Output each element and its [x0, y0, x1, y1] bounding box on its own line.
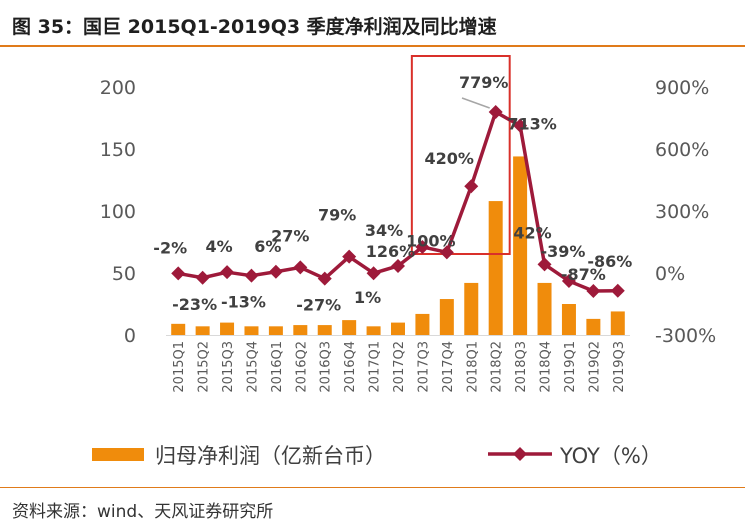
yoy-data-label: 420%: [425, 149, 474, 168]
source-divider: [0, 487, 745, 488]
yoy-marker-2017Q2: [391, 258, 405, 273]
yoy-marker-2017Q4: [439, 245, 454, 260]
x-axis-tick-label: 2019Q3: [612, 341, 627, 393]
right-axis-tick-label: 0%: [655, 263, 685, 285]
yoy-data-label: 1%: [354, 288, 381, 307]
yoy-marker-2019Q1: [561, 274, 576, 289]
yoy-marker-2017Q3: [415, 239, 430, 254]
bar-2017Q2: [391, 322, 405, 335]
yoy-marker-2016Q4: [342, 249, 357, 264]
x-axis-tick-label: 2017Q3: [416, 341, 431, 393]
yoy-data-label: -13%: [221, 293, 266, 312]
highlight-box: [410, 55, 511, 255]
bar-2016Q2: [293, 325, 308, 335]
bar-2015Q3: [220, 322, 235, 335]
yoy-marker-2017Q1: [366, 266, 381, 281]
left-axis-tick-label: 200: [100, 77, 136, 99]
x-axis-tick-label: 2018Q2: [490, 341, 505, 393]
yoy-marker-2015Q1: [171, 266, 186, 281]
title-bar: 图 35：国巨 2015Q1-2019Q3 季度净利润及同比增速: [0, 0, 745, 47]
bar-2018Q4: [537, 282, 552, 335]
bar-2019Q3: [610, 311, 625, 335]
yoy-marker-2016Q2: [293, 260, 308, 275]
yoy-data-label: 34%: [365, 221, 403, 240]
x-axis-tick-label: 2016Q2: [294, 341, 309, 393]
right-axis-tick-label: -300%: [655, 325, 716, 347]
right-axis-tick-label: 300%: [655, 201, 709, 223]
bar-2017Q1: [366, 326, 381, 335]
yoy-marker-2018Q2: [488, 105, 503, 120]
x-axis-tick-label: 2015Q3: [221, 341, 236, 393]
yoy-data-label: 79%: [318, 206, 356, 225]
yoy-data-label: -87%: [561, 265, 606, 284]
yoy-data-label: 713%: [507, 115, 556, 134]
yoy-marker-2018Q4: [537, 257, 552, 272]
label-leader-line: [461, 97, 490, 109]
legend-bar-label: 归母净利润（亿新台币）: [155, 444, 386, 468]
x-axis-tick-label: 2018Q3: [514, 341, 529, 393]
yoy-data-label: -2%: [153, 238, 187, 257]
x-axis-tick-label: 2019Q2: [587, 341, 602, 393]
yoy-marker-2019Q3: [610, 283, 625, 298]
legend-bar-swatch: [92, 448, 144, 461]
yoy-marker-2019Q2: [586, 283, 601, 298]
left-axis-tick-label: 150: [100, 139, 136, 161]
bar-2018Q2: [488, 201, 503, 335]
x-axis-tick-label: 2015Q2: [197, 341, 212, 393]
yoy-data-label: 42%: [513, 223, 551, 242]
bar-2016Q3: [317, 325, 332, 335]
bar-2019Q1: [561, 304, 576, 335]
x-axis-tick-label: 2016Q3: [319, 341, 334, 393]
yoy-data-label: 4%: [205, 237, 232, 256]
right-axis-tick-label: 900%: [655, 77, 709, 99]
yoy-data-label: -39%: [540, 242, 585, 261]
bar-2019Q2: [586, 318, 601, 335]
yoy-data-label: -27%: [296, 296, 341, 315]
yoy-marker-2015Q3: [220, 265, 235, 280]
title-divider: [0, 45, 745, 47]
yoy-marker-2018Q3: [513, 118, 528, 133]
bar-2015Q2: [195, 326, 210, 335]
legend-line-label: YOY（%）: [559, 444, 662, 468]
yoy-data-label: -86%: [587, 252, 632, 271]
yoy-data-label: 100%: [406, 231, 455, 250]
x-axis-tick-label: 2015Q1: [172, 341, 187, 393]
x-axis-tick-label: 2016Q4: [343, 341, 358, 393]
yoy-marker-2015Q2: [195, 270, 210, 285]
bar-2015Q1: [171, 323, 186, 335]
bar-2016Q4: [342, 320, 357, 335]
x-axis-tick-label: 2019Q1: [563, 341, 578, 393]
yoy-marker-2016Q1: [268, 264, 283, 279]
left-axis-tick-label: 50: [112, 263, 136, 285]
yoy-marker-2016Q3: [317, 271, 332, 286]
yoy-marker-2015Q4: [244, 268, 259, 283]
left-axis-tick-label: 100: [100, 201, 136, 223]
yoy-marker-2018Q1: [464, 179, 479, 194]
x-axis-tick-label: 2018Q1: [465, 341, 480, 393]
yoy-data-label: 126%: [366, 242, 415, 261]
x-axis-tick-label: 2016Q1: [270, 341, 285, 393]
bar-2016Q1: [268, 326, 283, 335]
x-axis-tick-label: 2018Q4: [539, 341, 554, 393]
x-axis-tick-label: 2015Q4: [245, 341, 260, 393]
yoy-data-label: 779%: [459, 73, 508, 92]
yoy-data-label: 27%: [271, 226, 309, 245]
yoy-data-label: -23%: [172, 295, 217, 314]
x-axis-tick-label: 2017Q1: [368, 341, 383, 393]
bar-2017Q4: [439, 299, 454, 335]
bar-2017Q3: [415, 313, 430, 335]
legend-line-marker: [513, 447, 527, 461]
yoy-data-label: 6%: [254, 237, 281, 256]
right-axis-tick-label: 600%: [655, 139, 709, 161]
bar-2018Q3: [513, 156, 528, 335]
x-axis-tick-label: 2017Q4: [441, 341, 456, 393]
bar-2018Q1: [464, 282, 479, 335]
bar-2015Q4: [244, 326, 259, 335]
x-axis-tick-label: 2017Q2: [392, 341, 407, 393]
left-axis-tick-label: 0: [124, 325, 136, 347]
source-note: 资料来源：wind、天风证券研究所: [12, 502, 274, 522]
figure-title: 图 35：国巨 2015Q1-2019Q3 季度净利润及同比增速: [12, 16, 497, 38]
